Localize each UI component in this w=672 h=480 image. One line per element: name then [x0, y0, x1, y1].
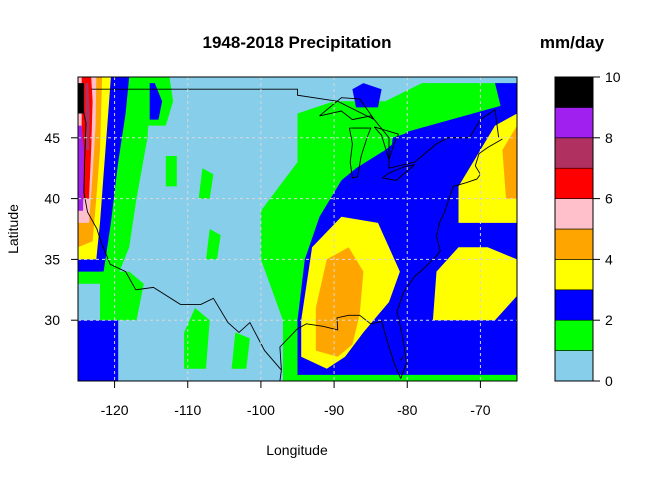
region-baja-green — [100, 271, 144, 321]
x-tick-label: -100 — [247, 402, 275, 418]
legend-swatch — [554, 198, 594, 230]
boundary-lake-erie — [382, 164, 415, 181]
chart-title: 1948-2018 Precipitation — [203, 33, 392, 52]
region-pacific-maroon — [85, 83, 90, 150]
region-rockies-patch-3 — [206, 229, 221, 260]
legend-swatch — [554, 228, 594, 260]
y-tick-label: 30 — [44, 312, 60, 328]
legend-swatch — [554, 319, 594, 351]
region-northeast-orange — [502, 125, 517, 199]
boundary-atlantic-coast — [396, 138, 503, 379]
grid-lines — [78, 77, 517, 381]
region-mexico-green-1 — [184, 308, 210, 369]
legend-tick-label: 10 — [605, 69, 621, 85]
region-baja-blue — [78, 320, 119, 381]
region-pacific-purple — [78, 125, 84, 211]
x-tick-label: -120 — [101, 402, 129, 418]
x-axis: -120 -110 -100 -90 -80 -70 — [101, 381, 491, 418]
legend-tick-label: 2 — [605, 312, 613, 328]
boundary-us-mexico — [135, 286, 282, 371]
map-boundaries — [79, 88, 503, 381]
legend-swatch — [554, 76, 594, 108]
region-atlantic-yellow — [432, 247, 517, 321]
boundary-mexico-gulf — [279, 370, 282, 381]
x-axis-label: Longitude — [266, 442, 328, 458]
legend-tick-label: 4 — [605, 251, 613, 267]
map-plot-area — [77, 76, 518, 382]
legend-swatch — [554, 167, 594, 199]
y-axis: 30 35 40 45 — [44, 130, 78, 328]
boundary-pacific-coast — [79, 96, 137, 291]
region-northern-rockies-blue — [149, 83, 163, 120]
legend-frame — [554, 76, 594, 382]
x-tick-label: -70 — [470, 402, 490, 418]
region-rockies-patch-1 — [165, 156, 177, 187]
x-tick-label: -90 — [324, 402, 344, 418]
y-tick-label: 45 — [44, 130, 60, 146]
x-tick-label: -110 — [174, 402, 201, 418]
boundary-florida-lake — [400, 356, 404, 361]
color-legend: 0 2 4 6 8 10 — [554, 69, 621, 389]
region-rockies-patch-2 — [198, 168, 214, 199]
legend-units-label: mm/day — [540, 33, 605, 52]
legend-swatch — [554, 137, 594, 169]
region-coast-blue-right — [495, 83, 517, 114]
legend-swatch — [554, 289, 594, 321]
boundary-lake-michigan — [348, 127, 372, 179]
legend-swatch — [554, 259, 594, 291]
y-tick-label: 40 — [44, 191, 60, 207]
y-axis-label: Latitude — [5, 204, 21, 254]
boundary-lake-superior — [319, 97, 375, 121]
boundary-lake-huron — [373, 126, 400, 162]
legend-swatch — [554, 107, 594, 139]
region-mexico-green-2 — [231, 332, 250, 369]
legend-tick-label: 8 — [605, 130, 613, 146]
legend-tick-label: 0 — [605, 373, 613, 389]
region-great-lakes-blue — [389, 131, 430, 181]
boundary-us-canada — [91, 88, 500, 169]
x-tick-label: -80 — [397, 402, 417, 418]
legend-tick-label: 6 — [605, 191, 613, 207]
legend-swatch — [554, 350, 594, 382]
region-superior-blue — [352, 83, 382, 108]
boundary-gulf-coast — [279, 314, 402, 379]
precipitation-regions — [78, 77, 517, 381]
plot-frame — [77, 76, 518, 382]
y-tick-label: 35 — [44, 251, 60, 267]
region-gulf-coast-wettest — [315, 247, 364, 357]
region-northeast-coast — [458, 113, 517, 223]
